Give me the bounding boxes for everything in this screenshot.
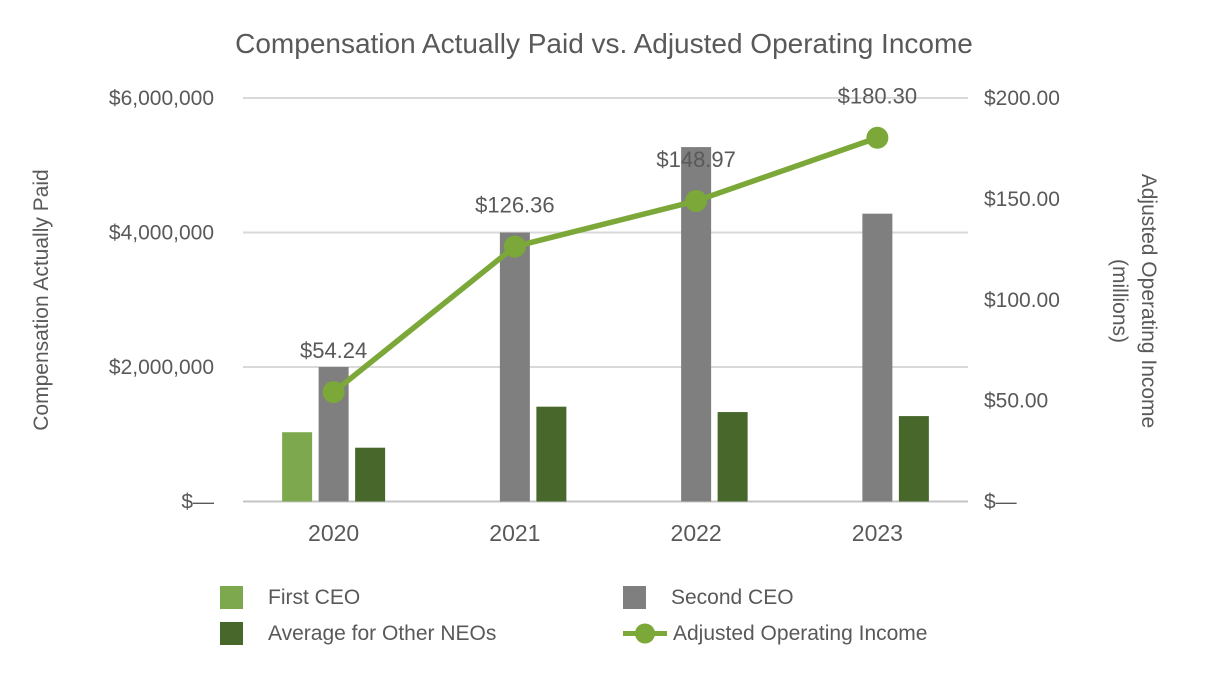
line-value-label-2022: $148.97 [656,147,736,172]
bar-average-for-other-neos-2023 [898,416,929,502]
first-ceo-swatch-icon [220,586,243,609]
bar-second-ceo-2021 [499,232,530,502]
legend: First CEO Second CEO Average for Other N… [220,586,927,645]
right-axis-tick-label: $150.00 [984,188,1060,211]
legend-item-first-ceo: First CEO [220,586,623,609]
legend-label-first-ceo: First CEO [268,585,361,609]
second-ceo-swatch-icon [623,586,646,609]
legend-label-adjusted-operating-income: Adjusted Operating Income [673,621,928,645]
bar-average-for-other-neos-2022 [717,412,748,502]
legend-item-adjusted-operating-income: Adjusted Operating Income [623,622,927,645]
line-marker-legend-icon [623,623,667,644]
line-value-label-2020: $54.24 [300,338,367,363]
line-marker-2022 [685,189,708,212]
bar-first-ceo-2020 [282,432,313,502]
x-axis-label: 2022 [671,520,722,546]
legend-label-second-ceo: Second CEO [671,585,794,609]
left-axis-tick-label: $4,000,000 [109,222,214,245]
right-axis-tick-label: $100.00 [984,289,1060,312]
line-value-label-2021: $126.36 [475,193,555,218]
left-axis-tick-label: $6,000,000 [109,87,214,110]
right-axis-tick-label: $— [984,491,1017,514]
x-axis-label: 2023 [852,520,903,546]
left-axis-tick-label: $2,000,000 [109,356,214,379]
line-marker-2021 [503,235,526,258]
other-neos-swatch-icon [220,622,243,645]
x-axis-label: 2021 [489,520,540,546]
line-adjusted-operating-income [331,135,879,395]
line-marker-2023 [866,126,889,149]
legend-item-second-ceo: Second CEO [623,586,927,609]
right-axis-tick-label: $50.00 [984,390,1048,413]
x-axis-label: 2020 [308,520,359,546]
legend-item-other-neos: Average for Other NEOs [220,622,623,645]
line-marker-2020 [322,381,345,404]
bar-average-for-other-neos-2020 [355,447,386,502]
chart-title: Compensation Actually Paid vs. Adjusted … [235,28,973,59]
line-value-label-2023: $180.30 [838,84,918,109]
bar-second-ceo-2023 [862,213,893,502]
legend-label-other-neos: Average for Other NEOs [268,621,497,645]
bar-average-for-other-neos-2021 [536,406,567,502]
left-axis-tick-label: $— [181,491,214,514]
right-axis-tick-label: $200.00 [984,87,1060,110]
